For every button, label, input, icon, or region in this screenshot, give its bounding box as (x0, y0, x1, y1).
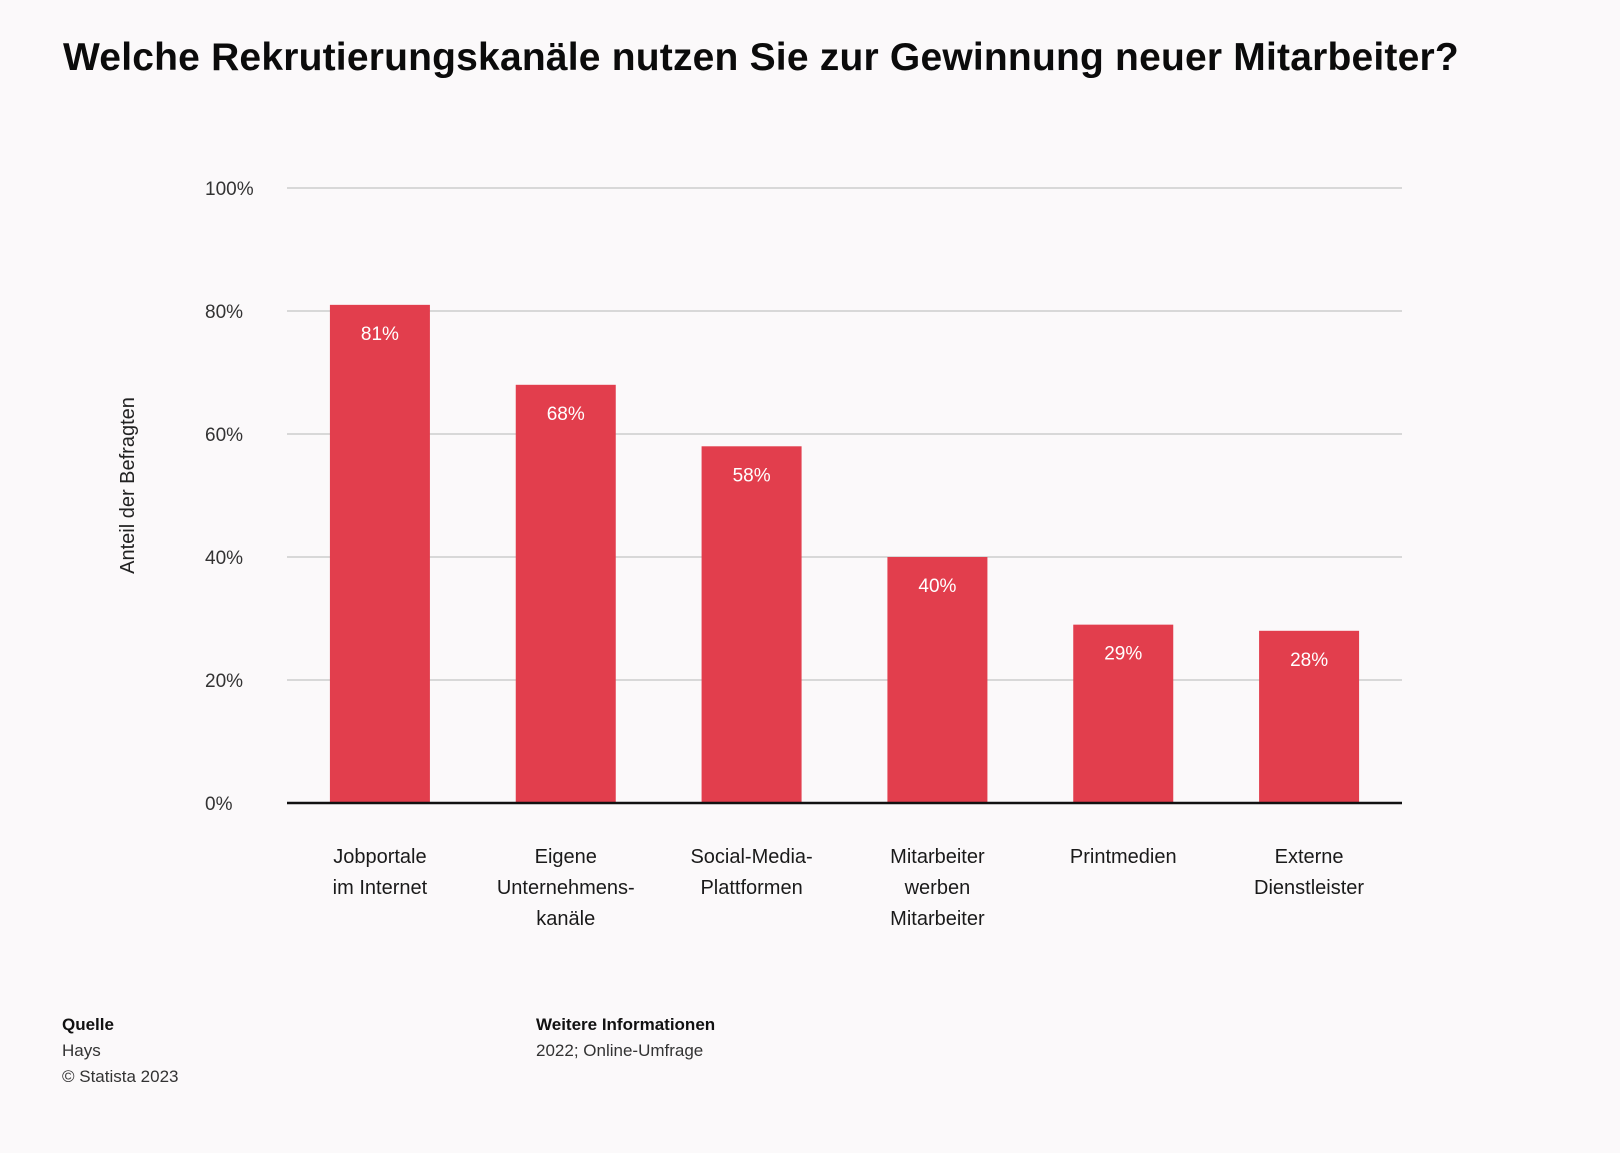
y-tick-label: 40% (205, 548, 243, 569)
info-block: Weitere Informationen 2022; Online-Umfra… (536, 1012, 715, 1064)
source-name: Hays (62, 1041, 101, 1060)
data-label: 68% (547, 404, 585, 425)
bar (887, 557, 988, 803)
y-tick-label: 20% (205, 671, 243, 692)
data-label: 40% (918, 576, 956, 597)
info-text: 2022; Online-Umfrage (536, 1041, 704, 1060)
y-axis-label: Anteil der Befragten (117, 397, 139, 574)
bar (329, 304, 430, 803)
source-heading: Quelle (62, 1015, 114, 1034)
x-tick-label: Mitarbeiter werben Mitarbeiter (890, 846, 985, 930)
y-tick-label: 60% (205, 425, 243, 446)
copyright: © Statista 2023 (62, 1067, 179, 1086)
chart-title: Welche Rekrutierungskanäle nutzen Sie zu… (63, 36, 1459, 79)
y-tick-label: 80% (205, 302, 243, 323)
bar (515, 384, 616, 803)
bar (701, 446, 802, 803)
bar (1259, 630, 1360, 803)
x-tick-label: Jobportale im Internet (333, 846, 428, 899)
x-tick-label: Printmedien (1070, 846, 1177, 868)
x-tick-label: Externe Dienstleister (1254, 846, 1364, 899)
y-tick-label: 0% (205, 794, 233, 815)
source-block: Quelle Hays © Statista 2023 (62, 1012, 179, 1090)
data-label: 28% (1290, 650, 1328, 671)
data-label: 29% (1104, 644, 1142, 665)
data-label: 58% (733, 465, 771, 486)
x-tick-label: Eigene Unternehmens-kanäle (497, 846, 635, 930)
bar (1073, 624, 1174, 803)
y-tick-label: 100% (205, 179, 254, 200)
data-label: 81% (361, 324, 399, 345)
info-heading: Weitere Informationen (536, 1015, 716, 1034)
x-tick-label: Social-Media-Plattformen (690, 846, 812, 899)
bar-chart: 0% 20% 40% 60% 80% 100% Anteil der Befragten 81… (117, 179, 1402, 930)
